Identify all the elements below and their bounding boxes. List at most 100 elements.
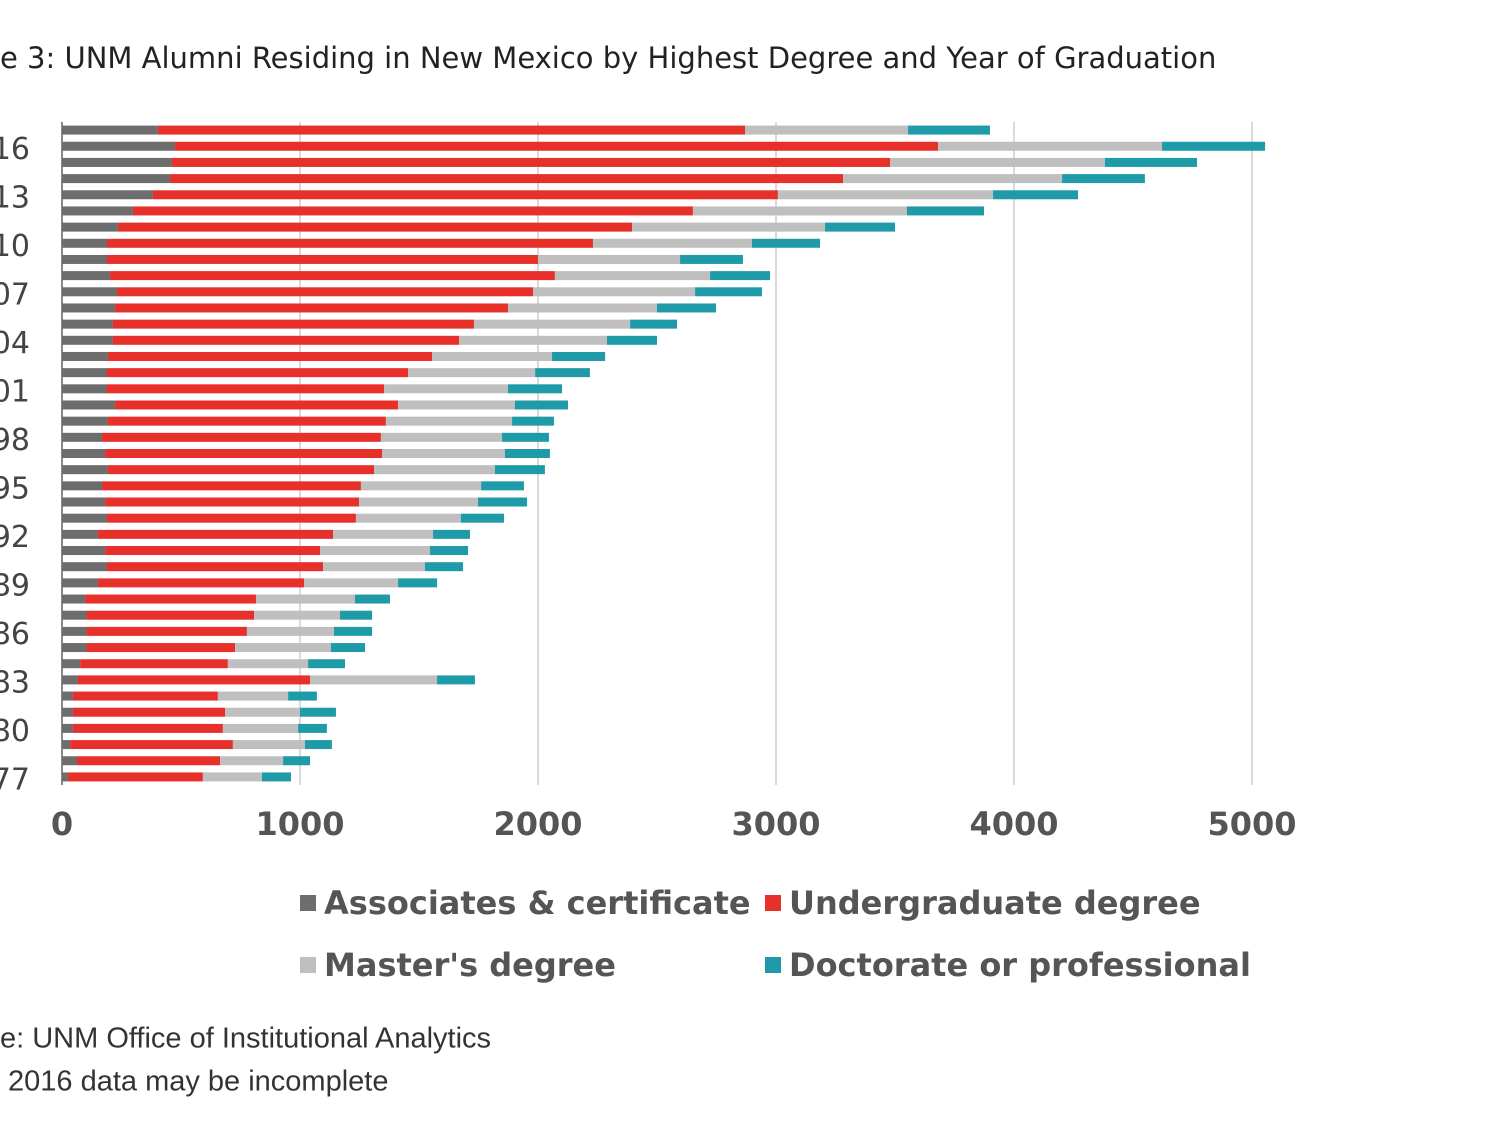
- bar-segment: [62, 772, 68, 782]
- bar-segment: [62, 254, 107, 264]
- y-tick-label: 83: [0, 665, 30, 700]
- bar-segment: [105, 497, 360, 507]
- bar-segment: [384, 384, 509, 394]
- bar-segment: [288, 691, 317, 701]
- legend-swatch: [300, 957, 316, 973]
- bar-segment: [171, 157, 891, 167]
- y-tick-label: 89: [0, 568, 30, 603]
- bar-segment: [62, 643, 87, 653]
- data-note: 2016 data may be incomplete: [8, 1066, 388, 1098]
- bar-segment: [607, 335, 657, 345]
- bar-segment: [62, 157, 172, 167]
- bar-segment: [254, 610, 340, 620]
- bar-segment: [72, 707, 226, 717]
- bar-segment: [222, 723, 299, 733]
- bar-segment: [157, 125, 746, 135]
- bar-segment: [62, 481, 102, 491]
- bar-segment: [745, 125, 909, 135]
- bar-segment: [112, 335, 459, 345]
- bar-segment: [107, 416, 386, 426]
- bar-segment: [227, 659, 309, 669]
- bar-segment: [62, 368, 107, 378]
- bar-segment: [62, 351, 108, 361]
- bar-segment: [514, 400, 568, 410]
- bar-segment: [62, 287, 117, 297]
- bar-segment: [360, 481, 482, 491]
- bar-segment: [710, 271, 771, 281]
- chart-title: e 3: UNM Alumni Residing in New Mexico b…: [0, 41, 1216, 75]
- bar-segment: [76, 756, 221, 766]
- bar-segment: [62, 303, 116, 313]
- legend-label: Undergraduate degree: [789, 884, 1201, 922]
- bar-segment: [62, 626, 87, 636]
- bar-segment: [62, 659, 81, 669]
- bar-segment: [62, 562, 107, 572]
- bar-segment: [1104, 157, 1198, 167]
- bar-segment: [70, 740, 233, 750]
- bar-segment: [323, 562, 425, 572]
- bar-segment: [429, 546, 469, 556]
- bar-segment: [107, 465, 375, 475]
- bar-segment: [300, 707, 336, 717]
- y-tick-label: 16: [0, 132, 30, 167]
- bar-segment: [433, 529, 470, 539]
- bar-segment: [107, 351, 433, 361]
- bar-segment: [333, 529, 434, 539]
- bar-segment: [993, 190, 1079, 200]
- bar-segment: [62, 449, 106, 458]
- bar-segment: [62, 497, 106, 507]
- bar-segment: [232, 740, 305, 750]
- y-tick-label: 95: [0, 471, 30, 506]
- bar-segment: [680, 254, 743, 264]
- bar-segment: [408, 368, 536, 378]
- bar-segment: [62, 174, 171, 184]
- legend-label: Associates & certificate: [324, 884, 751, 922]
- bar-segment: [62, 707, 73, 717]
- bar-segment: [62, 594, 86, 604]
- bar-segment: [235, 643, 331, 653]
- x-tick-label: 0: [51, 805, 73, 843]
- bar-segment: [354, 594, 390, 604]
- bar-segment: [105, 546, 320, 556]
- bar-segment: [432, 351, 553, 361]
- legend-swatch: [300, 895, 316, 911]
- bar-segment: [62, 335, 113, 345]
- bar-segment: [116, 287, 534, 297]
- x-tick-label: 4000: [969, 805, 1058, 843]
- bar-segment: [62, 691, 73, 701]
- bar-segment: [494, 465, 545, 475]
- bar-segment: [62, 190, 153, 200]
- bar-segment: [85, 594, 256, 604]
- y-tick-label: 07: [0, 277, 30, 312]
- legend-label: Master's degree: [324, 946, 616, 984]
- bar-segment: [62, 125, 158, 135]
- bar-segment: [225, 707, 300, 717]
- bar-segment: [1162, 141, 1266, 151]
- bar-segment: [777, 190, 994, 200]
- bar-segment: [552, 351, 606, 361]
- x-tick-label: 2000: [493, 805, 582, 843]
- bar-segment: [152, 190, 778, 200]
- bar-segment: [106, 562, 324, 572]
- bar-segment: [175, 141, 939, 151]
- bar-segment: [460, 513, 504, 523]
- bar-segment: [890, 157, 1105, 167]
- legend-label: Doctorate or professional: [789, 946, 1251, 984]
- bar-segment: [97, 529, 334, 539]
- bar-segment: [751, 238, 821, 248]
- bar-segment: [692, 206, 907, 216]
- x-tick-label: 3000: [731, 805, 820, 843]
- bar-segment: [298, 723, 327, 733]
- bar-segment: [385, 416, 513, 426]
- bar-segment: [630, 319, 677, 329]
- legend-swatch: [765, 895, 781, 911]
- bar-segment: [374, 465, 495, 475]
- bar-segment: [62, 675, 78, 685]
- bar-segment: [105, 449, 383, 458]
- bar-segment: [334, 626, 373, 636]
- bar-segment: [512, 416, 554, 426]
- bar-segment: [481, 481, 524, 491]
- bar-segment: [382, 449, 505, 458]
- bar-segment: [504, 449, 550, 458]
